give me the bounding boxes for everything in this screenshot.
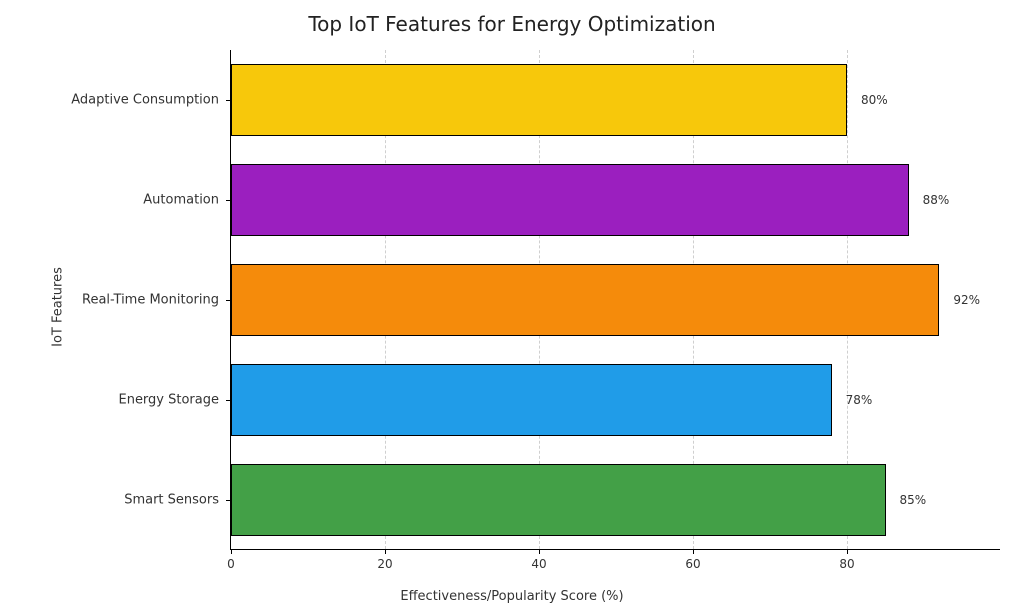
bar: [231, 264, 939, 336]
bar-value-label: 92%: [953, 293, 980, 307]
y-tick-label: Automation: [143, 193, 231, 208]
bar-value-label: 88%: [923, 193, 950, 207]
bar-row: 78%: [231, 364, 872, 436]
bar: [231, 164, 909, 236]
bar: [231, 464, 886, 536]
x-tick-label: 40: [531, 549, 546, 571]
bar-row: 88%: [231, 164, 949, 236]
bar-value-label: 85%: [900, 493, 927, 507]
x-tick-label: 20: [377, 549, 392, 571]
bar: [231, 364, 832, 436]
bar-row: 80%: [231, 64, 888, 136]
x-tick-label: 60: [685, 549, 700, 571]
y-tick-label: Energy Storage: [118, 393, 231, 408]
x-tick-label: 0: [227, 549, 235, 571]
y-axis-label: IoT Features: [50, 267, 65, 347]
chart-title: Top IoT Features for Energy Optimization: [0, 12, 1024, 36]
bar-row: 85%: [231, 464, 926, 536]
chart-figure: Top IoT Features for Energy Optimization…: [0, 0, 1024, 614]
y-tick-label: Smart Sensors: [124, 493, 231, 508]
y-tick-label: Real-Time Monitoring: [82, 293, 231, 308]
x-tick-label: 80: [839, 549, 854, 571]
plot-area: 020406080Adaptive Consumption80%Automati…: [230, 50, 1000, 550]
y-tick-label: Adaptive Consumption: [71, 93, 231, 108]
bar-row: 92%: [231, 264, 980, 336]
bar-value-label: 80%: [861, 93, 888, 107]
x-axis-label: Effectiveness/Popularity Score (%): [0, 589, 1024, 604]
bar: [231, 64, 847, 136]
bar-value-label: 78%: [846, 393, 873, 407]
